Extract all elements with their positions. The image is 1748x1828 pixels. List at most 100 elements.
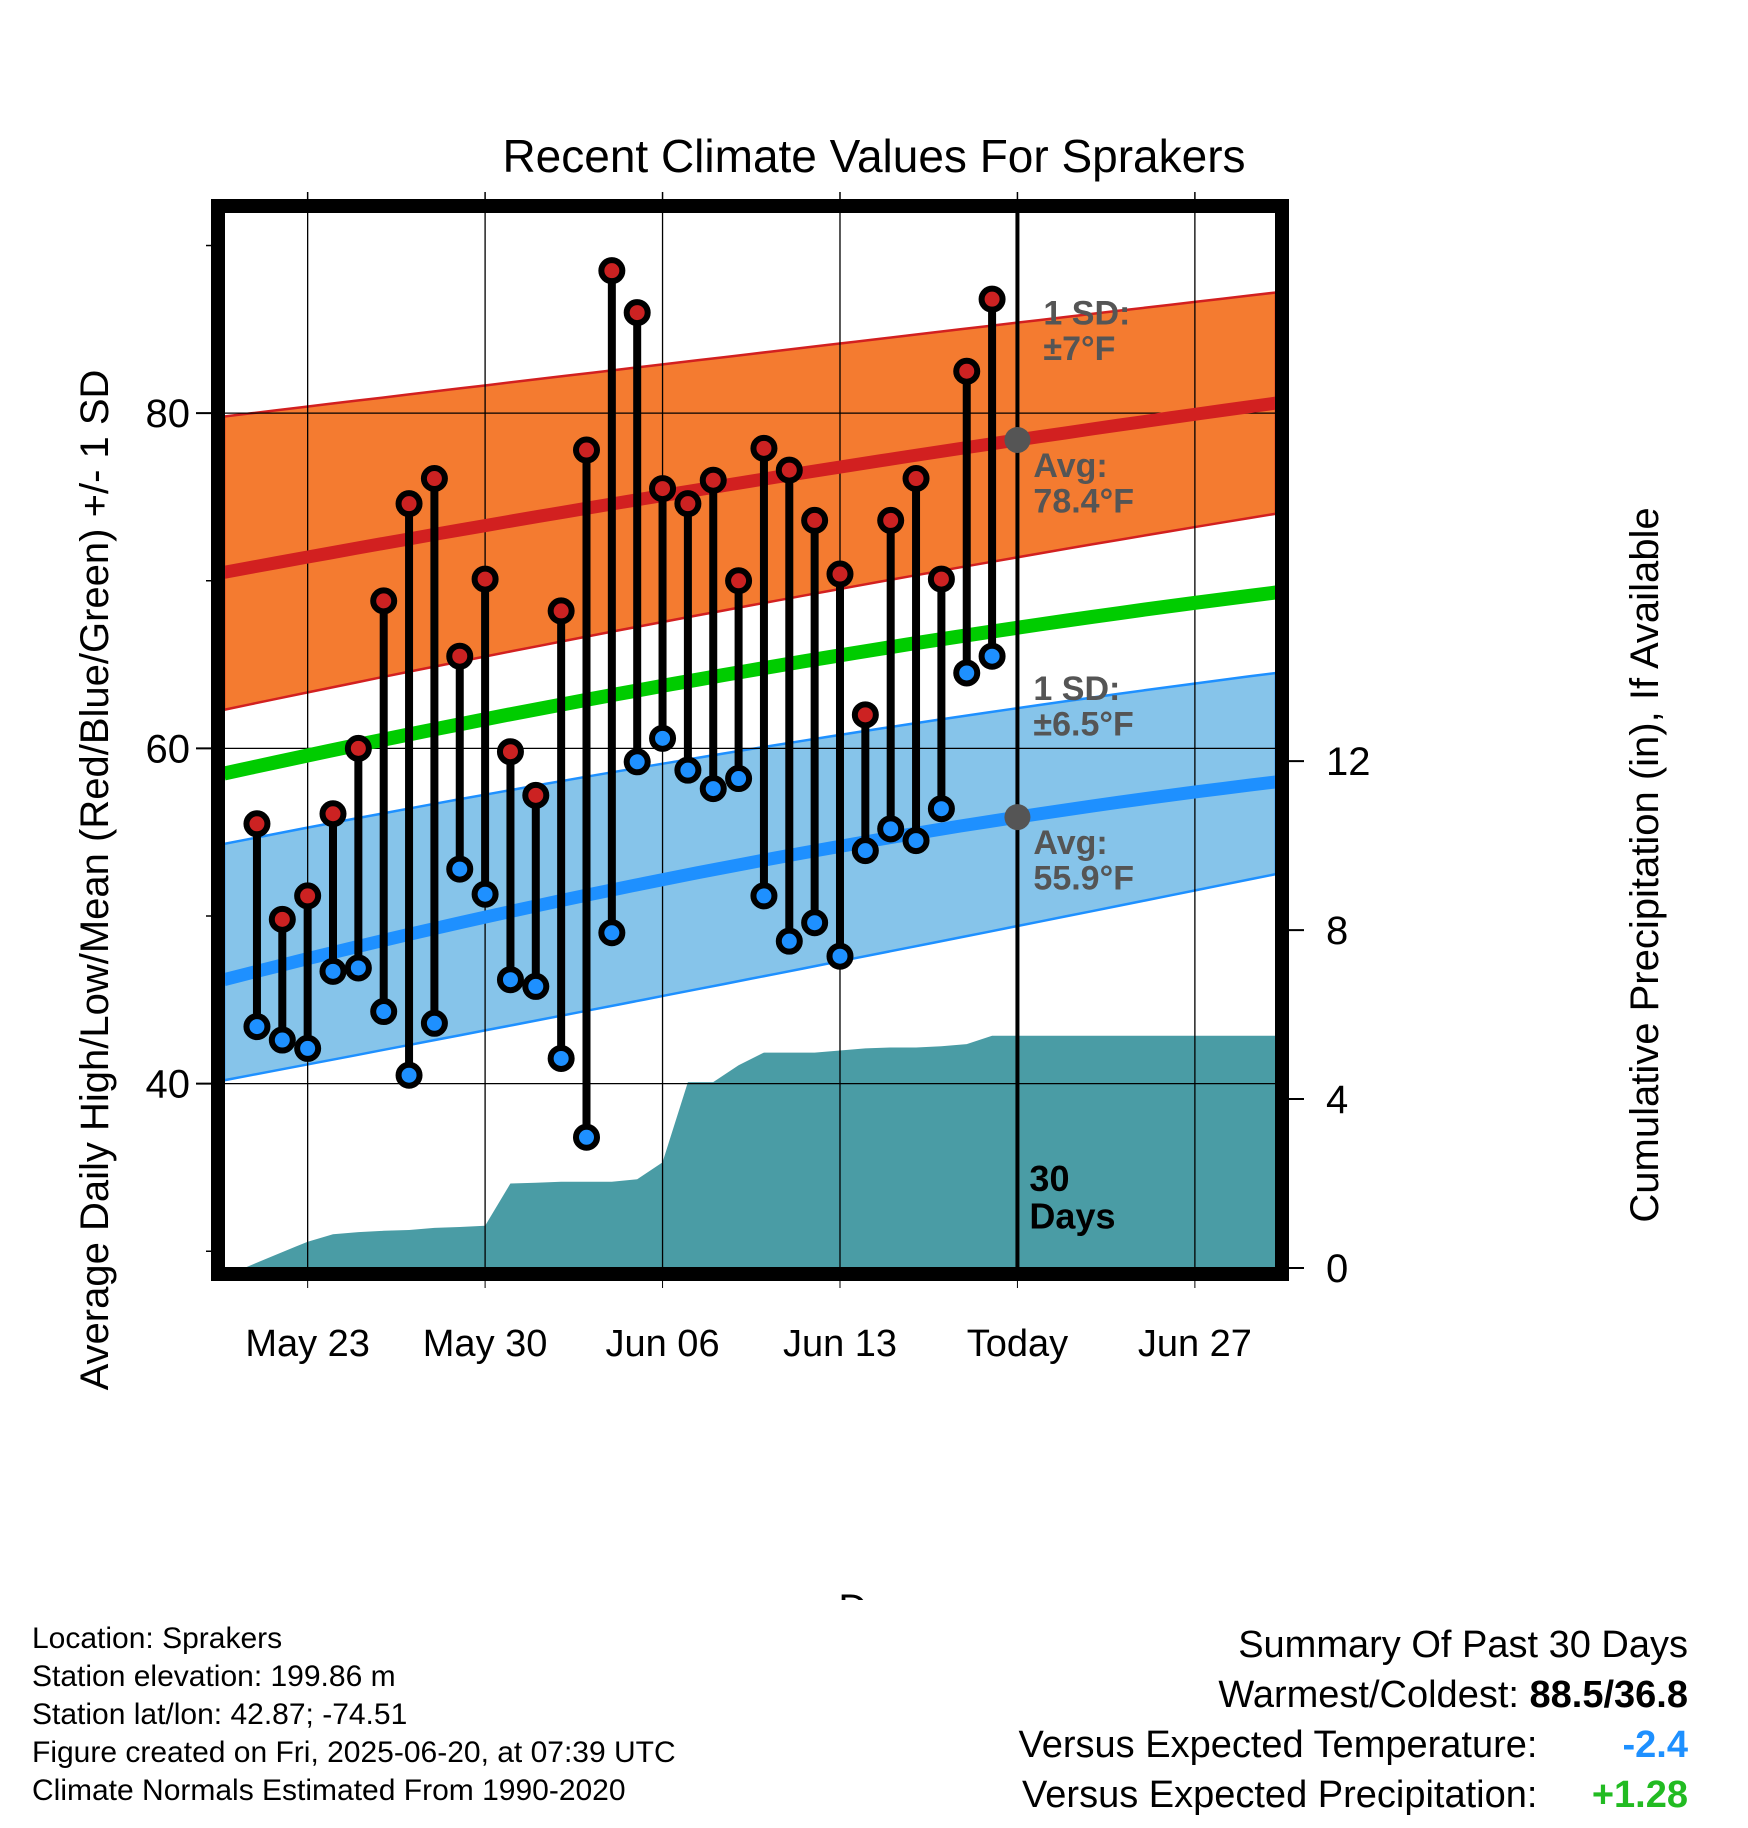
daily-low-point — [420, 1009, 448, 1037]
daily-high-point — [775, 456, 803, 484]
avg-high-label-line: Avg: — [1033, 447, 1107, 485]
daily-high-point — [649, 475, 677, 503]
temp-label: Versus Expected Temperature: — [1018, 1724, 1538, 1766]
daily-low-point — [370, 998, 398, 1026]
daily-low-point — [699, 775, 727, 803]
daily-high-point — [851, 701, 879, 729]
normal-low-line — [224, 775, 1276, 986]
y-left-tick-label: 40 — [146, 1063, 191, 1107]
sd-low-label: 1 SD: ±6.5°F — [1033, 670, 1133, 744]
station-info: Location: Sprakers Station elevation: 19… — [32, 1620, 676, 1810]
y-axis-right-label: Cumulative Precipitation (in), If Availa… — [1623, 507, 1667, 1222]
y-left-tick-label: 60 — [146, 727, 191, 771]
daily-low-point — [649, 724, 677, 752]
daily-low-point — [344, 954, 372, 982]
today-days-label-line: Days — [1029, 1196, 1115, 1237]
sd-high-label-line: ±7°F — [1043, 330, 1115, 368]
daily-low-point — [953, 659, 981, 687]
daily-high-point — [319, 800, 347, 828]
daily-low-point — [902, 827, 930, 855]
precip-value: +1.28 — [1591, 1774, 1688, 1816]
avg-low-label-line: Avg: — [1033, 824, 1107, 862]
daily-high-point — [699, 466, 727, 494]
daily-high-point — [522, 781, 550, 809]
elevation-text: Station elevation: 199.86 m — [32, 1660, 396, 1693]
daily-low-point — [547, 1044, 575, 1072]
x-tick-label: Today — [967, 1323, 1068, 1365]
daily-low-point — [750, 882, 778, 910]
daily-low-point — [877, 815, 905, 843]
daily-high-point — [344, 734, 372, 762]
summary-panel: Summary Of Past 30 Days Warmest/Coldest:… — [1019, 1620, 1688, 1820]
daily-low-point — [927, 795, 955, 823]
x-tick-label: May 23 — [245, 1323, 370, 1365]
daily-low-point — [572, 1123, 600, 1151]
sd-low-label-line: 1 SD: — [1033, 670, 1120, 708]
daily-high-point — [547, 597, 575, 625]
daily-high-point — [572, 436, 600, 464]
summary-title: Summary Of Past 30 Days — [1238, 1624, 1688, 1666]
y-right-tick-label: 8 — [1326, 909, 1348, 953]
x-tick-label: Jun 13 — [783, 1323, 897, 1365]
axes: May 23 May 30 Jun 06 Jun 13 Today Jun 2740608… — [146, 192, 1371, 1365]
x-tick-label: May 30 — [423, 1323, 548, 1365]
daily-low-point — [978, 642, 1006, 670]
warmest-value: 88.5/36.8 — [1529, 1674, 1688, 1716]
daily-low-point — [522, 972, 550, 1000]
daily-low-point — [268, 1026, 296, 1054]
y-right-tick-label: 12 — [1326, 740, 1371, 784]
daily-low-point — [598, 919, 626, 947]
daily-high-point — [927, 565, 955, 593]
latlon-text: Station lat/lon: 42.87; -74.51 — [32, 1698, 408, 1731]
daily-low-point — [294, 1034, 322, 1062]
daily-high-point — [674, 490, 702, 518]
daily-high-point — [623, 299, 651, 327]
avg-low-marker — [1004, 804, 1031, 831]
x-tick-label: Jun 06 — [605, 1323, 719, 1365]
sd-low-label-line: ±6.5°F — [1033, 705, 1133, 743]
daily-low-point — [471, 880, 499, 908]
chart-title: Recent Climate Values For Sprakers — [502, 130, 1245, 182]
normals-text: Climate Normals Estimated From 1990-2020 — [32, 1774, 626, 1807]
y-axis-left-label: Average Daily High/Low/Mean (Red/Blue/Gr… — [73, 370, 117, 1391]
daily-high-point — [902, 465, 930, 493]
temp-value: -2.4 — [1622, 1724, 1688, 1766]
daily-low-point — [395, 1061, 423, 1089]
warmest-label: Warmest/Coldest: — [1218, 1674, 1519, 1716]
y-left-tick-label: 80 — [146, 392, 191, 436]
daily-low-point — [674, 756, 702, 784]
daily-low-point — [623, 748, 651, 776]
y-right-tick-label: 0 — [1326, 1247, 1348, 1291]
avg-high-label: Avg: 78.4°F — [1033, 447, 1134, 521]
daily-high-point — [750, 434, 778, 462]
summary-temp-row: Versus Expected Temperature: -2.4 — [1019, 1720, 1688, 1770]
daily-high-point — [268, 905, 296, 933]
daily-high-point — [420, 465, 448, 493]
normal-high-line — [224, 396, 1276, 579]
y-right-tick-label: 4 — [1326, 1078, 1348, 1122]
daily-high-point — [294, 882, 322, 910]
created-text: Figure created on Fri, 2025-06-20, at 07… — [32, 1736, 676, 1769]
daily-high-point — [446, 642, 474, 670]
daily-high-point — [978, 285, 1006, 313]
avg-high-marker — [1004, 426, 1031, 453]
sd-high-label: 1 SD: ±7°F — [1043, 294, 1130, 368]
location-text: Location: Sprakers — [32, 1622, 283, 1655]
sd-high-label-line: 1 SD: — [1043, 294, 1130, 332]
normal-mean-line — [224, 585, 1276, 781]
daily-high-point — [496, 738, 524, 766]
daily-high-point — [826, 560, 854, 588]
today-days-label-line: 30 — [1029, 1158, 1069, 1199]
daily-low-point — [725, 765, 753, 793]
x-tick-label: Jun 27 — [1138, 1323, 1252, 1365]
daily-high-point — [370, 587, 398, 615]
daily-low-point — [851, 837, 879, 865]
climate-chart: Recent Climate Values For Sprakers 1 SD:… — [73, 130, 1667, 1600]
daily-high-point — [877, 506, 905, 534]
avg-high-label-line: 78.4°F — [1033, 483, 1134, 521]
daily-high-point — [395, 490, 423, 518]
daily-low-point — [319, 957, 347, 985]
x-axis-label: Day — [838, 1587, 909, 1600]
